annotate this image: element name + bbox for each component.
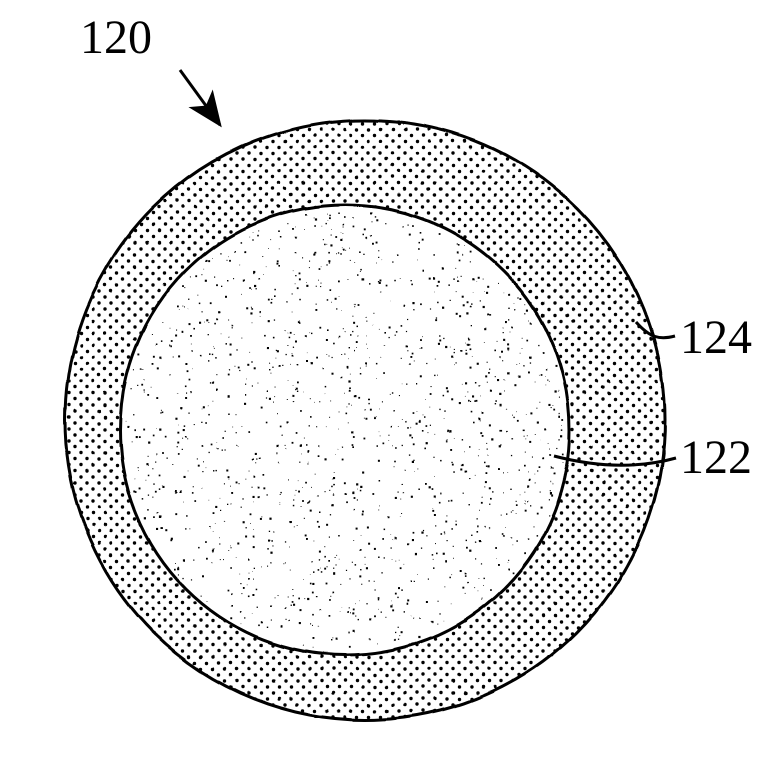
cross-section-diagram [0,0,780,762]
label-assembly: 120 [80,10,152,65]
label-outer-ring: 124 [680,310,752,365]
inner-core [120,205,570,655]
label-inner-core: 122 [680,430,752,485]
